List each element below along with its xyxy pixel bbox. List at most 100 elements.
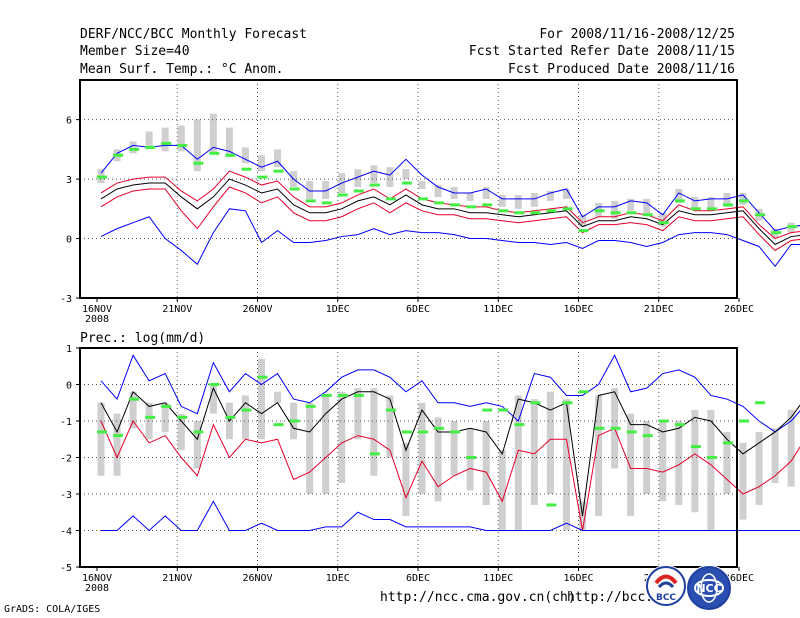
- median-marker: [289, 419, 300, 423]
- x-tick-label: 16NOV: [82, 573, 112, 584]
- chart-title: DERF/NCC/BCC Monthly Forecast: [80, 27, 307, 42]
- panel2-title: Prec.: log(mm/d): [80, 331, 206, 346]
- spread-bar: [386, 167, 394, 188]
- spread-bar: [739, 442, 747, 520]
- spread-bar: [161, 402, 169, 432]
- median-marker: [787, 225, 798, 229]
- spread-bar: [530, 399, 538, 505]
- panel1-variable: Mean Surf. Temp.: °C Anom.: [80, 62, 284, 77]
- spread-bar: [97, 402, 105, 476]
- median-marker: [642, 434, 653, 438]
- spread-bar: [274, 391, 282, 403]
- y-tick-label: 0: [66, 381, 72, 392]
- median-marker: [722, 203, 733, 207]
- x-tick-label: 26DEC: [724, 304, 754, 315]
- median-marker: [353, 189, 364, 193]
- median-marker: [257, 175, 268, 179]
- ncc-url[interactable]: http://ncc.cma.gov.cn(ch): [380, 590, 576, 605]
- spread-bar: [498, 450, 506, 531]
- spread-bar: [434, 185, 442, 197]
- series-ensemble-min: [101, 500, 800, 532]
- y-tick-label: 6: [66, 116, 72, 127]
- spread-bar: [209, 113, 217, 154]
- spread-bar: [562, 189, 570, 199]
- x-tick-label: 21NOV: [162, 573, 192, 584]
- y-tick-label: 3: [66, 175, 72, 186]
- median-marker: [642, 213, 653, 217]
- spread-bar: [370, 165, 378, 184]
- median-marker: [755, 401, 766, 405]
- spread-bar: [691, 410, 699, 513]
- median-marker: [129, 397, 140, 401]
- median-marker: [610, 426, 621, 430]
- median-marker: [145, 145, 156, 149]
- median-marker: [225, 153, 236, 157]
- spread-bar: [402, 169, 410, 180]
- y-tick-label: -1: [60, 417, 72, 428]
- spread-bar: [241, 395, 249, 440]
- spread-bar: [723, 192, 731, 207]
- start-date: Fcst Started Refer Date 2008/11/15: [468, 44, 735, 59]
- median-marker: [321, 201, 332, 205]
- median-marker: [594, 209, 605, 213]
- x-tick-label: 26DEC: [724, 573, 754, 584]
- spread-bar: [145, 402, 153, 440]
- spread-bar: [707, 410, 715, 531]
- x-tick-label: 26NOV: [242, 573, 272, 584]
- spread-bar: [771, 428, 779, 484]
- median-marker: [193, 161, 204, 165]
- median-marker: [241, 408, 252, 412]
- x-tick-label: 11DEC: [483, 573, 513, 584]
- median-marker: [690, 207, 701, 211]
- spread-bar: [258, 358, 265, 440]
- x-tick-label: 6DEC: [406, 304, 430, 315]
- spread-bar: [691, 196, 699, 209]
- spread-bar: [787, 410, 795, 487]
- median-marker: [369, 183, 380, 187]
- spread-bar: [258, 155, 265, 172]
- bcc-logo-text: BCC: [656, 593, 676, 603]
- spread-bar: [402, 442, 410, 516]
- series-ensemble-max: [100, 144, 800, 232]
- median-marker: [113, 153, 124, 157]
- spread-bar: [434, 417, 442, 502]
- spread-bar: [322, 395, 330, 494]
- plot-frame: [79, 79, 738, 299]
- x-tick-label: 2008: [85, 583, 109, 594]
- median-marker: [498, 408, 509, 412]
- spread-bar: [129, 391, 137, 429]
- median-marker: [353, 393, 364, 397]
- median-marker: [594, 426, 605, 430]
- spread-bar: [354, 169, 362, 188]
- spread-bar: [530, 192, 538, 207]
- median-marker: [129, 147, 140, 151]
- spread-bar: [274, 149, 282, 168]
- bcc-url[interactable]: http://bcc.c: [567, 590, 661, 605]
- spread-bar: [161, 127, 169, 152]
- median-marker: [626, 211, 637, 215]
- median-marker: [562, 401, 573, 405]
- spread-bar: [546, 190, 554, 201]
- median-marker: [418, 197, 428, 201]
- median-marker: [530, 211, 541, 215]
- spread-bar: [241, 147, 249, 164]
- median-marker: [321, 393, 332, 397]
- median-marker: [514, 423, 525, 427]
- series-lower-spread: [100, 186, 800, 252]
- median-marker: [337, 393, 348, 397]
- spread-bar: [145, 131, 153, 150]
- median-marker: [771, 231, 782, 235]
- spread-bar: [225, 127, 233, 158]
- median-marker: [466, 205, 477, 209]
- spread-bar: [675, 421, 683, 505]
- median-marker: [530, 401, 541, 405]
- median-marker: [97, 175, 107, 179]
- median-marker: [193, 430, 204, 434]
- spread-bar: [562, 399, 570, 531]
- median-marker: [739, 199, 749, 203]
- spread-bar: [498, 194, 506, 207]
- spread-bar: [595, 395, 603, 516]
- spread-bar: [643, 198, 651, 215]
- spread-bar: [659, 212, 667, 227]
